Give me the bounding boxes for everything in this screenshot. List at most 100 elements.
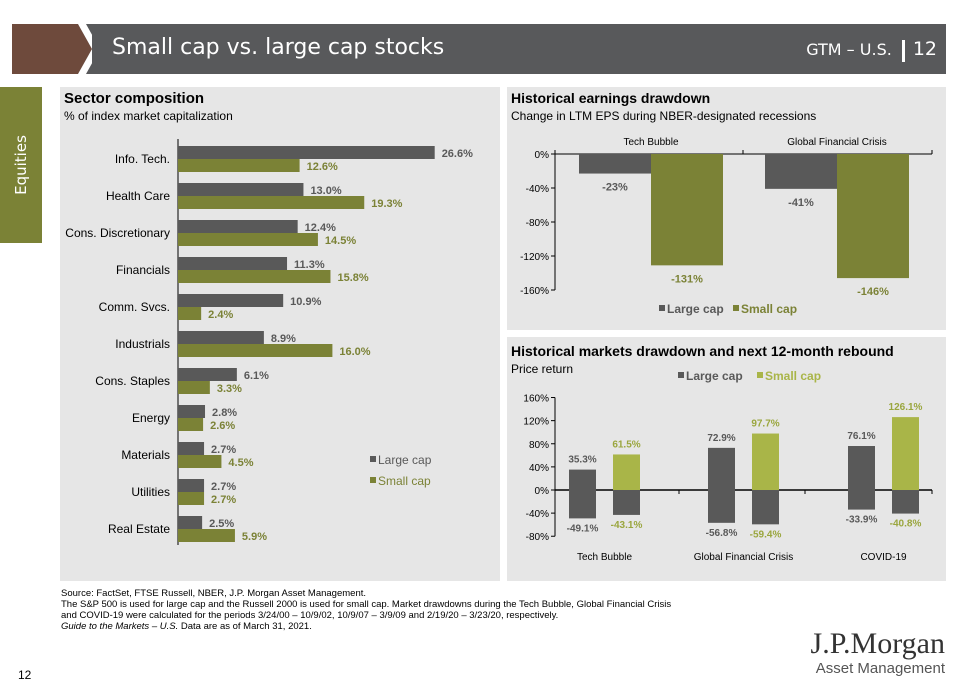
- earnings-small-cap-label: -131%: [671, 273, 703, 285]
- earnings-category-label: Tech Bubble: [623, 137, 678, 148]
- markets-large-cap-rebound-label: 72.9%: [707, 433, 735, 444]
- sector-category-label: Materials: [121, 448, 170, 462]
- earnings-drawdown-panel: Historical earnings drawdown Change in L…: [507, 87, 946, 330]
- markets-large-cap-rebound-bar: [708, 447, 735, 490]
- sector-large-cap-label: 11.3%: [294, 259, 325, 271]
- sector-large-cap-bar: [178, 368, 237, 381]
- markets-chart-subtitle: Price return: [511, 362, 574, 376]
- markets-small-cap-drawdown-label: -40.8%: [890, 519, 922, 530]
- markets-small-cap-drawdown-bar: [613, 490, 640, 515]
- footnote-line-3: and COVID-19 were calculated for the per…: [61, 610, 559, 621]
- sector-small-cap-label: 2.7%: [211, 494, 236, 506]
- sector-chart-subtitle: % of index market capitalization: [64, 109, 233, 123]
- markets-y-tick-label: 120%: [523, 417, 549, 428]
- sector-large-cap-bar: [178, 183, 304, 196]
- markets-small-cap-drawdown-bar: [752, 490, 779, 525]
- sector-category-label: Real Estate: [108, 522, 170, 536]
- footnote-source: Source: FactSet, FTSE Russell, NBER, J.P…: [61, 588, 367, 599]
- earnings-small-cap-bar: [651, 154, 723, 266]
- markets-small-cap-drawdown-label: -43.1%: [611, 520, 643, 531]
- section-tab: Equities: [0, 87, 42, 243]
- footnote-date: Data are as of March 31, 2021.: [178, 621, 312, 632]
- earnings-y-tick-label: -40%: [526, 184, 549, 195]
- sector-small-cap-label: 19.3%: [371, 198, 402, 210]
- sector-small-cap-label: 2.6%: [210, 420, 235, 432]
- sector-small-cap-label: 5.9%: [242, 531, 267, 543]
- markets-legend-large-swatch: [678, 372, 684, 378]
- sector-small-cap-bar: [178, 455, 222, 468]
- header-divider: [901, 39, 905, 62]
- markets-large-cap-drawdown-bar: [708, 490, 735, 523]
- sector-small-cap-bar: [178, 307, 202, 320]
- sector-large-cap-label: 26.6%: [442, 148, 473, 160]
- markets-large-cap-rebound-label: 35.3%: [568, 455, 596, 466]
- markets-chart: 160% 120% 80% 40% 0% -40% -80% Tech Bubble 35.3%…: [523, 369, 933, 563]
- sector-category-label: Comm. Svcs.: [99, 300, 170, 314]
- sector-small-cap-bar: [178, 344, 333, 357]
- markets-large-cap-drawdown-label: -56.8%: [706, 528, 738, 539]
- earnings-y-tick-label: -160%: [520, 286, 549, 297]
- sector-small-cap-label: 3.3%: [217, 383, 242, 395]
- earnings-large-cap-bar: [579, 154, 651, 174]
- footnote-guide-name: Guide to the Markets – U.S.: [61, 621, 179, 632]
- markets-large-cap-drawdown-label: -33.9%: [846, 515, 878, 526]
- logo-subtitle: Asset Management: [815, 660, 945, 677]
- sector-large-cap-label: 2.7%: [211, 444, 236, 456]
- guide-name: GTM – U.S.: [806, 40, 892, 59]
- markets-y-tick-label: 0%: [535, 486, 550, 497]
- markets-chart-title: Historical markets drawdown and next 12-…: [511, 343, 894, 359]
- sector-small-cap-label: 12.6%: [307, 161, 338, 173]
- sector-large-cap-bar: [178, 442, 205, 455]
- earnings-large-cap-bar: [765, 154, 837, 189]
- sector-category-label: Utilities: [131, 485, 170, 499]
- markets-small-cap-rebound-label: 97.7%: [751, 419, 779, 430]
- sector-large-cap-bar: [178, 331, 264, 344]
- logo-wordmark: J.P.Morgan: [810, 627, 945, 660]
- sector-large-cap-label: 13.0%: [310, 185, 341, 197]
- sector-large-cap-label: 6.1%: [244, 370, 269, 382]
- sector-large-cap-label: 8.9%: [271, 333, 296, 345]
- sector-small-cap-label: 4.5%: [228, 457, 253, 469]
- sector-large-cap-bar: [178, 294, 284, 307]
- markets-large-cap-drawdown-bar: [569, 490, 596, 519]
- sector-large-cap-label: 2.7%: [211, 481, 236, 493]
- earnings-chart-subtitle: Change in LTM EPS during NBER-designated…: [511, 109, 817, 123]
- sector-chart-title: Sector composition: [64, 90, 205, 107]
- sector-large-cap-label: 2.5%: [209, 518, 234, 530]
- page-number: 12: [18, 668, 32, 682]
- markets-y-tick-label: 80%: [529, 440, 549, 451]
- sector-small-cap-bar: [178, 492, 205, 505]
- sector-category-label: Cons. Staples: [95, 374, 170, 388]
- sector-small-cap-label: 15.8%: [337, 272, 368, 284]
- legend-large-cap-swatch: [370, 456, 376, 462]
- markets-large-cap-rebound-label: 76.1%: [847, 431, 875, 442]
- markets-small-cap-drawdown-bar: [892, 490, 919, 514]
- sector-chart: Info. Tech. 26.6% 12.6% Health Care 13.0% 19.…: [65, 139, 473, 545]
- sector-small-cap-label: 16.0%: [339, 346, 370, 358]
- sector-large-cap-bar: [178, 516, 203, 529]
- markets-small-cap-rebound-bar: [613, 454, 640, 490]
- sector-small-cap-label: 14.5%: [325, 235, 356, 247]
- legend-small-cap-label: Small cap: [378, 474, 431, 488]
- sector-large-cap-bar: [178, 405, 206, 418]
- markets-category-label: Global Financial Crisis: [694, 552, 793, 563]
- sector-large-cap-bar: [178, 146, 435, 159]
- earnings-large-cap-label: -23%: [602, 182, 628, 194]
- jpmorgan-logo: J.P.Morgan Asset Management: [785, 628, 945, 678]
- page-title: Small cap vs. large cap stocks: [112, 35, 445, 60]
- markets-legend-small-label: Small cap: [765, 369, 821, 383]
- earnings-legend-large-label: Large cap: [667, 302, 724, 316]
- earnings-y-tick-label: -120%: [520, 252, 549, 263]
- sector-category-label: Health Care: [106, 189, 170, 203]
- sector-large-cap-bar: [178, 220, 298, 233]
- sector-category-label: Cons. Discretionary: [65, 226, 170, 240]
- sector-category-label: Info. Tech.: [115, 152, 170, 166]
- sector-small-cap-label: 2.4%: [208, 309, 233, 321]
- earnings-chart-title: Historical earnings drawdown: [511, 90, 711, 106]
- sector-composition-panel: Sector composition % of index market cap…: [60, 87, 500, 581]
- footnote-line-2: The S&P 500 is used for large cap and th…: [61, 599, 672, 610]
- sector-small-cap-bar: [178, 418, 204, 431]
- earnings-category-label: Global Financial Crisis: [787, 137, 886, 148]
- sector-large-cap-label: 2.8%: [212, 407, 237, 419]
- sector-small-cap-bar: [178, 529, 235, 542]
